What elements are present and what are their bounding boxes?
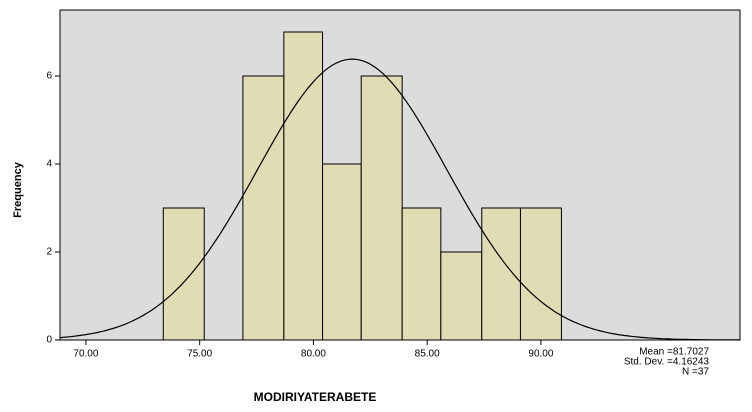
bar [283,31,324,341]
bar [401,207,442,341]
x-tick-label: 75.00 [187,349,212,360]
bar [242,75,285,341]
stats-label: Std. Dev. =4.16243 [624,357,710,368]
stats-label: Mean =81.7027 [639,347,709,358]
x-axis-label: MODIRIYATERABETE [254,390,377,404]
bar [162,207,205,341]
y-tick-label: 4 [46,159,52,170]
x-tick-label: 70.00 [73,349,98,360]
bar [322,163,362,341]
bar [440,251,483,341]
y-tick-label: 0 [46,335,52,346]
y-tick-label: 2 [46,247,52,258]
x-tick-label: 85.00 [415,349,440,360]
x-tick-label: 90.00 [528,349,553,360]
bar [519,207,562,341]
x-tick-label: 80.00 [301,349,326,360]
bar [360,75,403,341]
normal-curve [59,58,740,341]
y-axis-label: Frequency [12,161,24,218]
bar [481,207,521,341]
stats-label: N =37 [682,367,709,378]
y-tick-label: 6 [46,71,52,82]
